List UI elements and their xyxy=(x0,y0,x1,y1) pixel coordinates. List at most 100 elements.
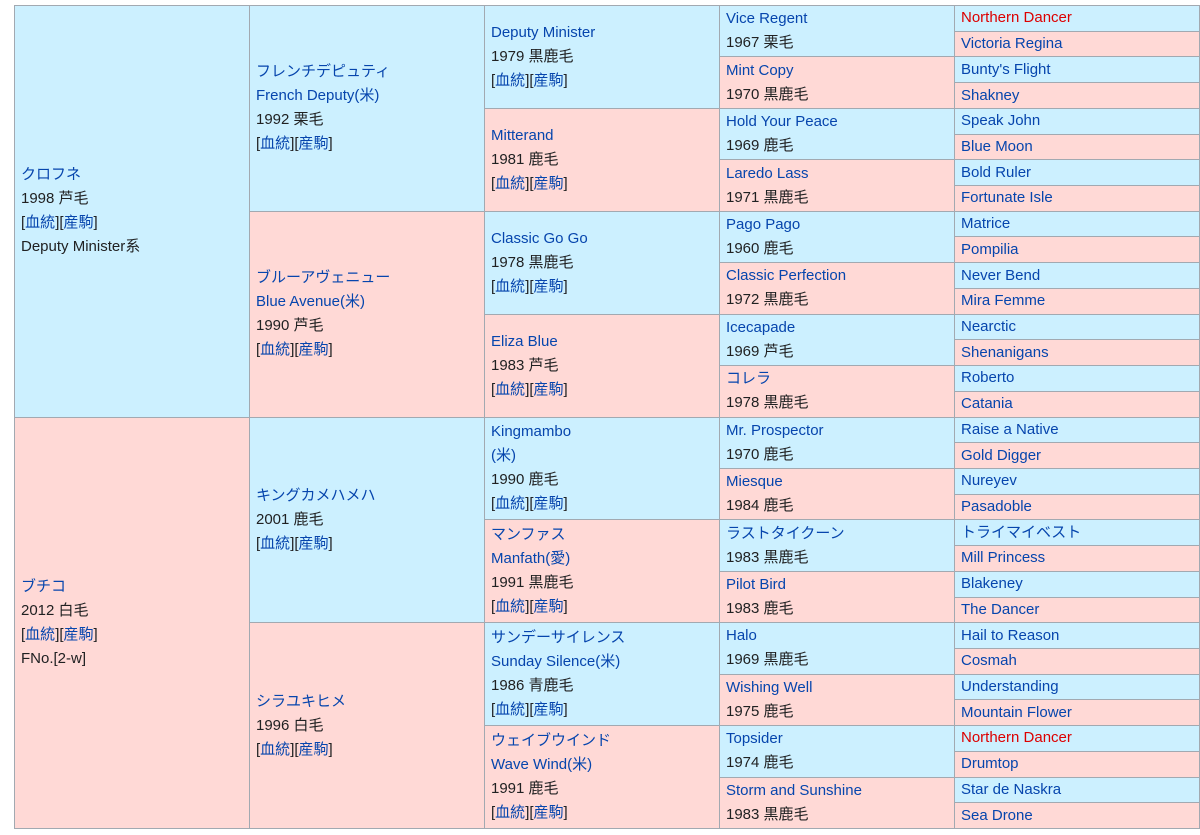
ancestor-name-link[interactable]: Nearctic xyxy=(961,317,1017,335)
pedigree-link[interactable]: 血統 xyxy=(260,740,291,758)
horse-name-link[interactable]: Classic Go Go xyxy=(491,229,588,247)
ancestor-name-link[interactable]: Mountain Flower xyxy=(961,703,1072,721)
horse-name-link[interactable]: Wishing Well xyxy=(726,678,813,696)
ancestor-name-link[interactable]: Never Bend xyxy=(961,266,1041,284)
horse-name-link[interactable]: Topsider xyxy=(726,730,783,748)
horse-name-link[interactable]: Deputy Minister xyxy=(491,23,596,41)
ancestor-name-link[interactable]: Cosmah xyxy=(961,652,1017,670)
ancestor-name-link[interactable]: Bold Ruler xyxy=(961,163,1032,181)
ancestor-name-link[interactable]: Pompilia xyxy=(961,240,1019,258)
progeny-link[interactable]: 産駒 xyxy=(298,341,329,359)
ancestor-name-link[interactable]: Understanding xyxy=(961,678,1059,696)
progeny-link[interactable]: 産駒 xyxy=(298,135,329,153)
ancestor-name-link[interactable]: Mill Princess xyxy=(961,549,1046,567)
ancestor-name-link[interactable]: Star de Naskra xyxy=(961,780,1062,798)
pedigree-link[interactable]: 血統 xyxy=(495,174,526,192)
horse-name-link[interactable]: ブルーアヴェニュー xyxy=(256,269,391,287)
horse-name-link[interactable]: Hold Your Peace xyxy=(726,113,838,131)
ancestor-name-link[interactable]: Mira Femme xyxy=(961,292,1046,310)
coat-color: 栗毛 xyxy=(293,111,324,129)
ancestor-name-link[interactable]: Roberto xyxy=(961,369,1015,387)
progeny-link[interactable]: 産駒 xyxy=(533,71,564,89)
progeny-link[interactable]: 産駒 xyxy=(63,625,94,643)
pedigree-link[interactable]: 血統 xyxy=(260,135,291,153)
pedigree-link[interactable]: 血統 xyxy=(495,701,526,719)
progeny-link[interactable]: 産駒 xyxy=(533,804,564,822)
horse-name-alt-link[interactable]: Sunday Silence(米) xyxy=(491,653,621,671)
ancestor-name-link[interactable]: Blue Moon xyxy=(961,137,1033,155)
pedigree-row: マンファス Manfath(愛) 1991 黒鹿毛 [血統][産駒] ラストタイクーン 1… xyxy=(15,519,1200,624)
pedigree-link[interactable]: 血統 xyxy=(25,625,56,643)
horse-name-alt-link[interactable]: (米) xyxy=(491,447,516,465)
horse-name-link[interactable]: マンファス xyxy=(491,526,566,544)
horse-name-link[interactable]: Pago Pago xyxy=(726,215,801,233)
progeny-link[interactable]: 産駒 xyxy=(298,534,329,552)
pedigree-link[interactable]: 血統 xyxy=(495,804,526,822)
horse-name-alt-link[interactable]: Blue Avenue(米) xyxy=(256,293,365,311)
horse-name-link[interactable]: ラストタイクーン xyxy=(726,524,845,542)
ancestor-name-link[interactable]: Shakney xyxy=(961,86,1020,104)
ancestor-name-link[interactable]: Northern Dancer xyxy=(961,729,1072,747)
ancestor-name-link[interactable]: Blakeney xyxy=(961,575,1023,593)
ancestor-name-link[interactable]: Matrice xyxy=(961,215,1011,233)
horse-name-link[interactable]: ブチコ xyxy=(21,577,67,595)
ancestor-name-link[interactable]: Raise a Native xyxy=(961,420,1059,438)
pedigree-link[interactable]: 血統 xyxy=(25,214,56,232)
horse-name-link[interactable]: Halo xyxy=(726,627,757,645)
pedigree-link[interactable]: 血統 xyxy=(495,380,526,398)
ancestor-name-link[interactable]: Shenanigans xyxy=(961,343,1049,361)
horse-name-link[interactable]: キングカメハメハ xyxy=(256,486,376,504)
horse-name-link[interactable]: ウェイブウインド xyxy=(491,732,612,750)
horse-name-link[interactable]: サンデーサイレンス xyxy=(491,629,626,647)
horse-name-link[interactable]: Miesque xyxy=(726,473,783,491)
horse-name-link[interactable]: Classic Perfection xyxy=(726,267,847,285)
ancestor-name-link[interactable]: The Dancer xyxy=(961,600,1040,618)
ancestor-name-link[interactable]: Hail to Reason xyxy=(961,626,1060,644)
progeny-link[interactable]: 産駒 xyxy=(533,495,564,513)
pedigree-link[interactable]: 血統 xyxy=(495,71,526,89)
ancestor-name-link[interactable]: Speak John xyxy=(961,112,1041,130)
horse-name-link[interactable]: Vice Regent xyxy=(726,10,808,28)
ancestor-name-link[interactable]: Pasadoble xyxy=(961,498,1032,516)
horse-name-link[interactable]: Icecapade xyxy=(726,318,796,336)
pedigree-link[interactable]: 血統 xyxy=(495,598,526,616)
horse-name-link[interactable]: Laredo Lass xyxy=(726,164,809,182)
horse-name-link[interactable]: Kingmambo xyxy=(491,423,572,441)
progeny-link[interactable]: 産駒 xyxy=(533,174,564,192)
horse-name-alt-link[interactable]: French Deputy(米) xyxy=(256,87,380,105)
horse-name-link[interactable]: フレンチデピュティ xyxy=(256,63,391,81)
horse-name-link[interactable]: Pilot Bird xyxy=(726,576,787,594)
ancestor-name-link[interactable]: Catania xyxy=(961,395,1013,413)
horse-name-link[interactable]: Mitterand xyxy=(491,126,554,144)
pedigree-link[interactable]: 血統 xyxy=(495,277,526,295)
ancestor-name-link[interactable]: Gold Digger xyxy=(961,446,1042,464)
progeny-link[interactable]: 産駒 xyxy=(63,214,94,232)
horse-cell-g5: Shenanigans xyxy=(954,339,1200,367)
horse-name-link[interactable]: シラユキヒメ xyxy=(256,692,347,710)
pedigree-link[interactable]: 血統 xyxy=(260,534,291,552)
horse-name-alt-link[interactable]: Manfath(愛) xyxy=(491,550,571,568)
ancestor-name-link[interactable]: Northern Dancer xyxy=(961,9,1072,27)
ancestor-name-link[interactable]: Sea Drone xyxy=(961,806,1033,824)
horse-name-link[interactable]: Eliza Blue xyxy=(491,332,558,350)
progeny-link[interactable]: 産駒 xyxy=(533,598,564,616)
ancestor-name-link[interactable]: Fortunate Isle xyxy=(961,189,1053,207)
horse-name-link[interactable]: コレラ xyxy=(726,370,772,388)
horse-cell-g5: Drumtop xyxy=(954,750,1200,778)
progeny-link[interactable]: 産駒 xyxy=(533,277,564,295)
horse-name-link[interactable]: Mr. Prospector xyxy=(726,421,824,439)
progeny-link[interactable]: 産駒 xyxy=(298,740,329,758)
horse-name-alt-link[interactable]: Wave Wind(米) xyxy=(491,756,593,774)
progeny-link[interactable]: 産駒 xyxy=(533,701,564,719)
pedigree-link[interactable]: 血統 xyxy=(495,495,526,513)
horse-name-link[interactable]: Storm and Sunshine xyxy=(726,781,862,799)
ancestor-name-link[interactable]: トライマイベスト xyxy=(961,523,1082,541)
ancestor-name-link[interactable]: Nureyev xyxy=(961,472,1017,490)
ancestor-name-link[interactable]: Victoria Regina xyxy=(961,35,1063,53)
horse-name-link[interactable]: Mint Copy xyxy=(726,61,794,79)
progeny-link[interactable]: 産駒 xyxy=(533,380,564,398)
ancestor-name-link[interactable]: Bunty's Flight xyxy=(961,60,1051,78)
ancestor-name-link[interactable]: Drumtop xyxy=(961,755,1019,773)
horse-name-link[interactable]: クロフネ xyxy=(21,166,82,184)
pedigree-link[interactable]: 血統 xyxy=(260,341,291,359)
